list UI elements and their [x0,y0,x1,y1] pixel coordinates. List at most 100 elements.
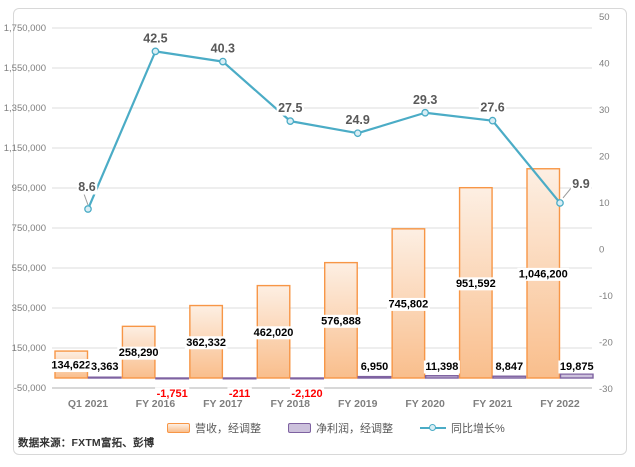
right-axis-tick-label: 30 [599,105,610,116]
right-axis-tick-label: 20 [599,152,610,163]
net-profit-bar-0[interactable] [87,376,122,379]
label-background [494,360,525,374]
category-label: FY 2020 [405,398,445,410]
growth-marker-0[interactable] [84,205,92,213]
right-axis-tick-label: -30 [599,384,613,395]
legend-label-revenue: 营收，经调整 [195,423,261,435]
revenue-data-label: 134,622 [51,360,91,372]
label-background [558,360,596,374]
source-note: 数据来源：FXTM富拓、彭博 [18,437,155,449]
left-axis-tick-label: 550,000 [12,263,46,274]
growth-marker-6[interactable] [488,116,497,125]
right-axis-tick-label: 10 [599,198,610,209]
yoy-growth-line[interactable] [86,50,561,210]
growth-marker-2[interactable] [219,57,227,66]
label-background [423,360,460,374]
label-background [289,387,325,401]
leader-line-last [562,186,573,199]
left-axis-tick-label: 1,550,000 [4,63,46,74]
category-label: FY 2021 [473,398,513,410]
left-axis-tick-label: 150,000 [12,343,46,354]
label-background [387,297,430,311]
net-profit-bar-6[interactable] [492,375,527,379]
growth-data-label: 40.3 [211,42,235,56]
right-axis-tick-label: 40 [599,59,610,70]
left-axis-tick-label: 950,000 [12,183,46,194]
net-profit-data-label: 3,363 [91,361,119,373]
left-axis-tick-label: 1,150,000 [4,143,46,154]
left-axis-tick-label: -50,000 [14,383,46,394]
legend-swatch-growth-line-icon [420,424,446,432]
label-background [319,314,363,328]
label-background [209,41,237,57]
net-profit-bar-4[interactable] [357,375,392,379]
growth-marker-4[interactable] [353,129,362,138]
leader-line-first [83,193,89,206]
growth-marker-1[interactable] [151,47,160,56]
label-background [454,277,498,291]
growth-data-label: 27.5 [278,101,302,115]
label-background [184,336,228,350]
right-axis-tick-label: -10 [599,291,613,302]
category-label: FY 2022 [540,398,580,410]
right-axis-tick-label: 50 [599,12,610,23]
revenue-data-label: 1,046,200 [519,268,568,280]
legend-label-net-profit: 净利润，经调整 [316,423,393,435]
revenue-data-label: 462,020 [254,327,294,339]
left-axis-tick-label: 1,750,000 [4,23,46,34]
legend-item-yoy-growth[interactable]: 同比增长% [420,420,505,436]
label-background [117,346,161,360]
label-background [411,92,439,108]
category-label: FY 2018 [271,398,311,410]
growth-data-label: 29.3 [413,93,437,107]
right-axis-tick-label: 0 [599,245,604,256]
legend-item-revenue[interactable]: 营收，经调整 [167,420,261,436]
growth-marker-5[interactable] [421,108,429,117]
growth-data-label: 24.9 [346,113,370,127]
category-label: FY 2017 [203,398,243,410]
growth-marker-7[interactable] [556,199,564,207]
net-profit-bar-5[interactable] [424,375,459,379]
net-profit-data-label-negative: -211 [229,388,250,400]
revenue-data-label: 745,802 [389,298,429,310]
net-profit-data-label: 8,847 [496,361,524,373]
label-background [76,179,98,195]
label-background [49,359,93,373]
chart-legend: 营收，经调整 净利润，经调整 同比增长% [167,420,505,436]
growth-data-label: 27.6 [480,101,504,115]
revenue-data-label: 951,592 [456,278,496,290]
label-background [276,100,304,116]
left-axis-tick-label: 750,000 [12,223,46,234]
revenue-data-label: 258,290 [119,347,159,359]
label-background [89,360,121,374]
net-profit-bar-7[interactable] [559,373,594,379]
net-profit-bar-3[interactable] [290,377,324,380]
label-background [155,387,190,401]
chart-border-frame [13,8,627,455]
label-background [478,100,507,116]
category-label: FY 2016 [136,398,176,410]
growth-marker-3[interactable] [286,117,295,125]
net-profit-bar-1[interactable] [155,377,190,380]
label-background [227,387,252,401]
label-background [359,360,390,374]
label-background [141,30,170,46]
net-profit-data-label: 11,398 [425,361,458,373]
category-label: FY 2019 [338,398,378,410]
legend-swatch-net-profit-icon [288,423,311,433]
net-profit-bar-2[interactable] [222,377,257,380]
label-background [570,176,592,192]
net-profit-data-label: 6,950 [361,361,389,373]
revenue-data-label: 362,332 [186,337,226,349]
label-background [252,326,295,340]
category-label: Q1 2021 [68,398,108,410]
right-axis-tick-label: -20 [599,338,613,349]
net-profit-data-label: 19,875 [560,361,594,373]
revenue-data-label: 576,888 [321,315,361,327]
legend-item-net-profit[interactable]: 净利润，经调整 [288,420,393,436]
net-profit-data-label-negative: -1,751 [157,388,188,400]
growth-data-label: 8.6 [78,180,95,194]
label-background [517,267,570,281]
